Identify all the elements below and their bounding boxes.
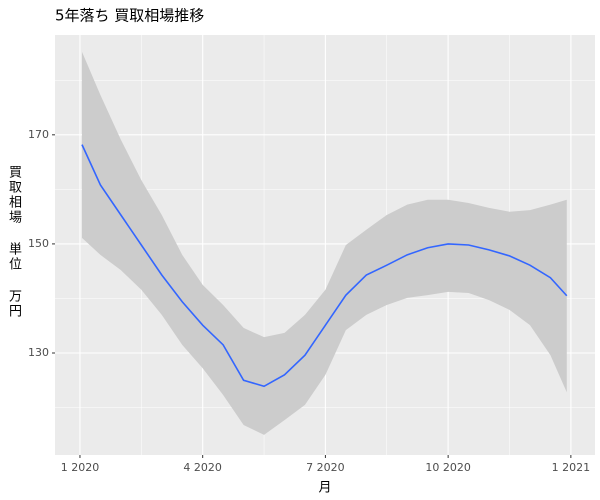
- x-axis-label: 月: [318, 481, 331, 496]
- y-tick-label: 170: [28, 128, 49, 141]
- x-tick-label: 10 2020: [425, 461, 471, 474]
- y-axis-label: 買取相場 単位 万円: [6, 165, 21, 319]
- x-tick-label: 1 2020: [61, 461, 100, 474]
- confidence-band: [82, 51, 567, 435]
- x-tick-label: 4 2020: [183, 461, 222, 474]
- smooth-line: [81, 144, 568, 388]
- x-tick-label: 1 2021: [552, 461, 591, 474]
- y-tick-label: 130: [28, 346, 49, 359]
- y-tick-label: 150: [28, 237, 49, 250]
- x-tick-label: 7 2020: [306, 461, 345, 474]
- chart-title: 5年落ち 買取相場推移: [55, 7, 204, 25]
